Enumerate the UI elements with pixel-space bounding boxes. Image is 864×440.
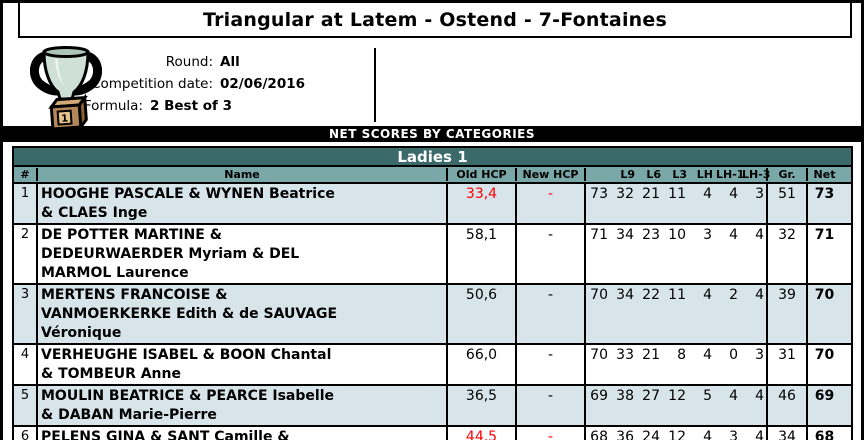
rank: 5 [14,386,38,425]
table-header-row: # Name Old HCP New HCP L9 L6 L3 LH LH-1 … [14,167,851,184]
table-row-clipped: 6 PELENS GINA & SANT Camille & 44,5 - 68… [14,427,851,440]
col-header-lh1: LH-1 [716,168,745,181]
tiebreak-scores: 71 34 23 10 3 4 4 [586,225,768,283]
col-header-l9: L9 [620,168,635,181]
rank: 2 [14,225,38,283]
old-hcp: 44,5 [448,427,517,440]
table-row: 3 MERTENS FRANCOISE & VANMOERKERKE Edith… [14,285,851,345]
header-divider [374,48,376,122]
new-hcp: - [517,285,586,343]
gross-score: 51 [768,184,808,223]
date-row: Competition date: 02/06/2016 [3,73,374,95]
new-hcp: - [517,225,586,283]
competition-date-value: 02/06/2016 [220,76,306,92]
table-row: 4 VERHEUGHE ISABEL & BOON Chantal & TOMB… [14,345,851,386]
team-name: PELENS GINA & SANT Camille & [38,427,448,440]
tiebreak-scores: 70 33 21 8 4 0 3 [586,345,768,384]
rank: 4 [14,345,38,384]
tiebreak-scores: 69 38 27 12 5 4 4 [586,386,768,425]
gross-score: 46 [768,386,808,425]
net-score: 70 [814,287,835,303]
category-bar: Ladies 1 [14,148,851,167]
gross-score: 34 [768,427,808,440]
new-hcp: - [517,345,586,384]
team-name: HOOGHE PASCALE & WYNEN Beatrice & CLAES … [38,184,448,223]
col-header-num: # [14,168,38,181]
new-hcp: - [517,427,586,440]
old-hcp: 66,0 [448,345,517,384]
col-header-old-hcp: Old HCP [448,168,517,181]
gross-score: 32 [768,225,808,283]
section-bar: NET SCORES BY CATEGORIES [3,126,861,142]
tiebreak-scores: 73 32 21 11 4 4 3 [586,184,768,223]
page-title: Triangular at Latem - Ostend - 7-Fontain… [203,8,667,31]
col-header-net: Net [813,168,836,181]
competition-header: 1 Round: All Competition date: 02/06/201… [3,38,861,130]
tiebreak-scores: 70 34 22 11 4 2 4 [586,285,768,343]
team-name: DE POTTER MARTINE & DEDEURWAERDER Myriam… [38,225,448,283]
old-hcp: 58,1 [448,225,517,283]
competition-info: Round: All Competition date: 02/06/2016 … [3,51,374,117]
rank: 6 [14,427,38,440]
net-score: 71 [814,227,835,243]
results-table: Ladies 1 # Name Old HCP New HCP L9 L6 L3… [12,146,853,440]
round-label: Round: [165,54,213,70]
old-hcp: 33,4 [448,184,517,223]
team-name: MERTENS FRANCOISE & VANMOERKERKE Edith &… [38,285,448,343]
net-score: 69 [814,388,835,404]
new-hcp: - [517,184,586,223]
col-header-gr: Gr. [768,168,808,181]
team-name: VERHEUGHE ISABEL & BOON Chantal & TOMBEU… [38,345,448,384]
table-row: 5 MOULIN BEATRICE & PEARCE Isabelle & DA… [14,386,851,427]
net-score: 68 [814,429,835,440]
gross-score: 39 [768,285,808,343]
round-row: Round: All [3,51,374,73]
col-header-score-group: L9 L6 L3 LH LH-1 LH-3 [586,168,771,181]
net-score: 70 [814,347,835,363]
new-hcp: - [517,386,586,425]
col-header-l3: L3 [672,168,687,181]
col-header-new-hcp: New HCP [517,168,586,181]
table-row: 1 HOOGHE PASCALE & WYNEN Beatrice & CLAE… [14,184,851,225]
net-score: 73 [814,186,835,202]
round-value: All [220,54,240,70]
formula-value: 2 Best of 3 [150,98,232,114]
col-header-lh: LH [696,168,713,181]
formula-label: Formula: [83,98,143,114]
col-header-blank [586,168,612,181]
old-hcp: 50,6 [448,285,517,343]
rank: 1 [14,184,38,223]
gross-score: 31 [768,345,808,384]
old-hcp: 36,5 [448,386,517,425]
competition-date-label: Competition date: [91,76,213,92]
table-row: 2 DE POTTER MARTINE & DEDEURWAERDER Myri… [14,225,851,285]
col-header-l6: L6 [646,168,661,181]
competition-title-box: Triangular at Latem - Ostend - 7-Fontain… [18,3,852,38]
tiebreak-scores: 68 36 24 12 4 3 4 [586,427,768,440]
team-name: MOULIN BEATRICE & PEARCE Isabelle & DABA… [38,386,448,425]
trophy-icon: 1 [30,46,102,130]
formula-row: Formula: 2 Best of 3 [3,95,374,117]
trophy-badge: 1 [61,113,69,124]
rank: 3 [14,285,38,343]
col-header-lh3: LH-3 [742,168,771,181]
col-header-name: Name [38,168,448,181]
